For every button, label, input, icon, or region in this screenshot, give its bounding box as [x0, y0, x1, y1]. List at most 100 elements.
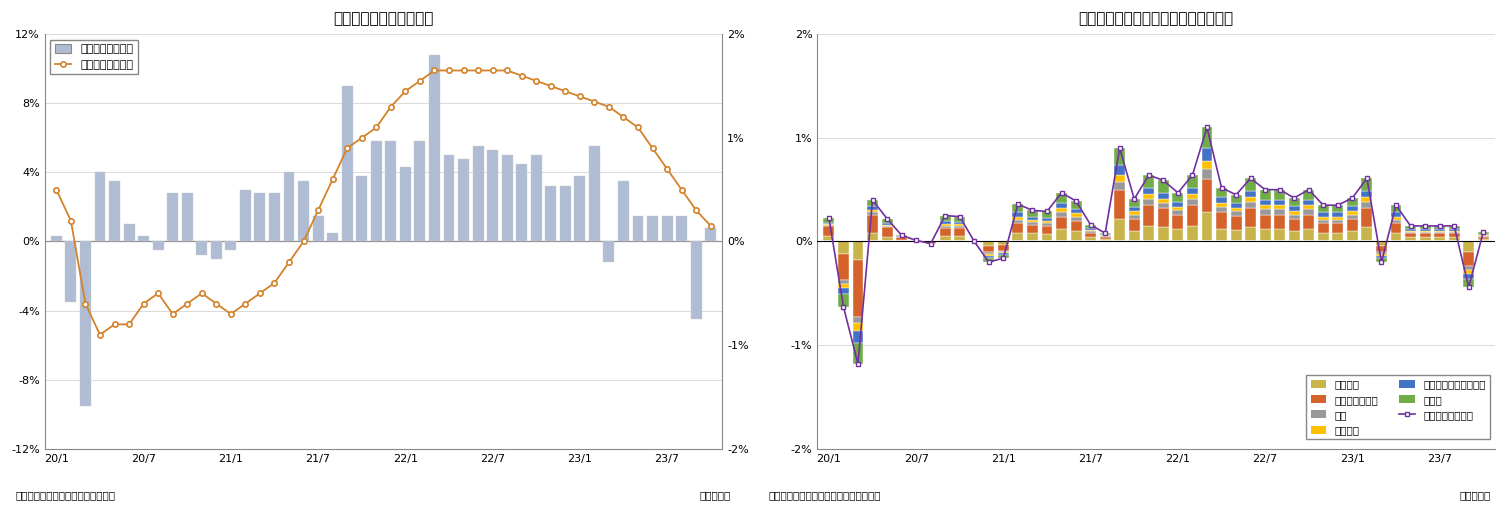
Bar [1477, 234, 1489, 235]
Bar [1230, 230, 1241, 241]
Bar [1420, 237, 1431, 241]
Bar [1289, 219, 1300, 231]
Bar [1464, 274, 1474, 279]
Bar [211, 241, 221, 259]
Bar [517, 164, 527, 241]
Bar [1245, 191, 1256, 197]
Bar [1477, 239, 1489, 241]
Legend: 化学製品, 石油・石炭製品, 鉄鋼, 非鉄金属, 電力・都市ガス・水道, その他, 総平均（前月比）: 化学製品, 石油・石炭製品, 鉄鋼, 非鉄金属, 電力・都市ガス・水道, その他… [1306, 375, 1489, 439]
Bar [1376, 241, 1387, 245]
Bar [1464, 252, 1474, 266]
Bar [824, 224, 834, 225]
Bar [837, 284, 849, 288]
Bar [1086, 225, 1096, 228]
Bar [1027, 222, 1038, 225]
Bar [881, 237, 893, 241]
Bar [852, 241, 863, 260]
Bar [1143, 226, 1154, 241]
Bar [1173, 229, 1184, 241]
Bar [1245, 227, 1256, 241]
Bar [429, 55, 440, 241]
Bar [1143, 194, 1154, 199]
Bar [648, 216, 658, 241]
Bar [824, 226, 834, 236]
Bar [1056, 209, 1068, 213]
Title: 国内企業物価指数の前月比寄与度分解: 国内企業物価指数の前月比寄与度分解 [1078, 11, 1233, 26]
Bar [486, 150, 498, 241]
Bar [1245, 209, 1256, 227]
Bar [1202, 127, 1212, 148]
Bar [1361, 178, 1372, 191]
Bar [560, 186, 571, 241]
Bar [881, 225, 893, 226]
Bar [1449, 237, 1459, 241]
Bar [1086, 237, 1096, 241]
Bar [1477, 235, 1489, 236]
Bar [1361, 202, 1372, 209]
Bar [1071, 217, 1081, 221]
Bar [1420, 232, 1431, 233]
Bar [1114, 182, 1125, 190]
Bar [1143, 175, 1154, 187]
Bar [239, 190, 252, 241]
Bar [1333, 205, 1343, 213]
Bar [837, 294, 849, 307]
Bar [983, 241, 994, 245]
Bar [1361, 227, 1372, 241]
Bar [1158, 199, 1169, 203]
Bar [1202, 213, 1212, 241]
Bar [1143, 187, 1154, 194]
Bar [1318, 205, 1328, 213]
Bar [1346, 231, 1358, 241]
Bar [1173, 211, 1184, 215]
Bar [940, 228, 950, 236]
Bar [1405, 232, 1416, 233]
Bar [1202, 161, 1212, 169]
Bar [1333, 220, 1343, 223]
Bar [1346, 212, 1358, 215]
Bar [1202, 179, 1212, 213]
Bar [1289, 215, 1300, 219]
Bar [1187, 226, 1197, 241]
Bar [1464, 241, 1474, 252]
Bar [1274, 215, 1285, 229]
Bar [1042, 223, 1053, 226]
Bar [1143, 205, 1154, 226]
Bar [65, 241, 77, 302]
Bar [1099, 234, 1110, 235]
Bar [940, 224, 950, 226]
Bar [1173, 202, 1184, 207]
Bar [852, 343, 863, 364]
Bar [1464, 266, 1474, 271]
Bar [1346, 206, 1358, 212]
Bar [1405, 231, 1416, 232]
Bar [896, 235, 907, 236]
Bar [283, 172, 295, 241]
Bar [1303, 229, 1315, 241]
Bar [852, 260, 863, 317]
Bar [1390, 205, 1402, 213]
Bar [824, 225, 834, 226]
Bar [1056, 229, 1068, 241]
Bar [1158, 193, 1169, 199]
Bar [983, 245, 994, 252]
Bar [604, 241, 614, 262]
Bar [881, 226, 893, 227]
Text: （資料）日本銀行「企業物価指数」: （資料）日本銀行「企業物価指数」 [15, 490, 114, 500]
Bar [617, 181, 630, 241]
Bar [705, 228, 717, 241]
Bar [955, 236, 965, 241]
Bar [911, 240, 922, 241]
Bar [881, 223, 893, 225]
Bar [1012, 213, 1024, 217]
Bar [182, 193, 193, 241]
Bar [1230, 216, 1241, 230]
Bar [1449, 233, 1459, 237]
Bar [1259, 215, 1271, 229]
Bar [1420, 231, 1431, 232]
Bar [940, 226, 950, 228]
Bar [1303, 190, 1315, 200]
Bar [1027, 225, 1038, 233]
Bar [633, 216, 643, 241]
Bar [1434, 226, 1446, 229]
